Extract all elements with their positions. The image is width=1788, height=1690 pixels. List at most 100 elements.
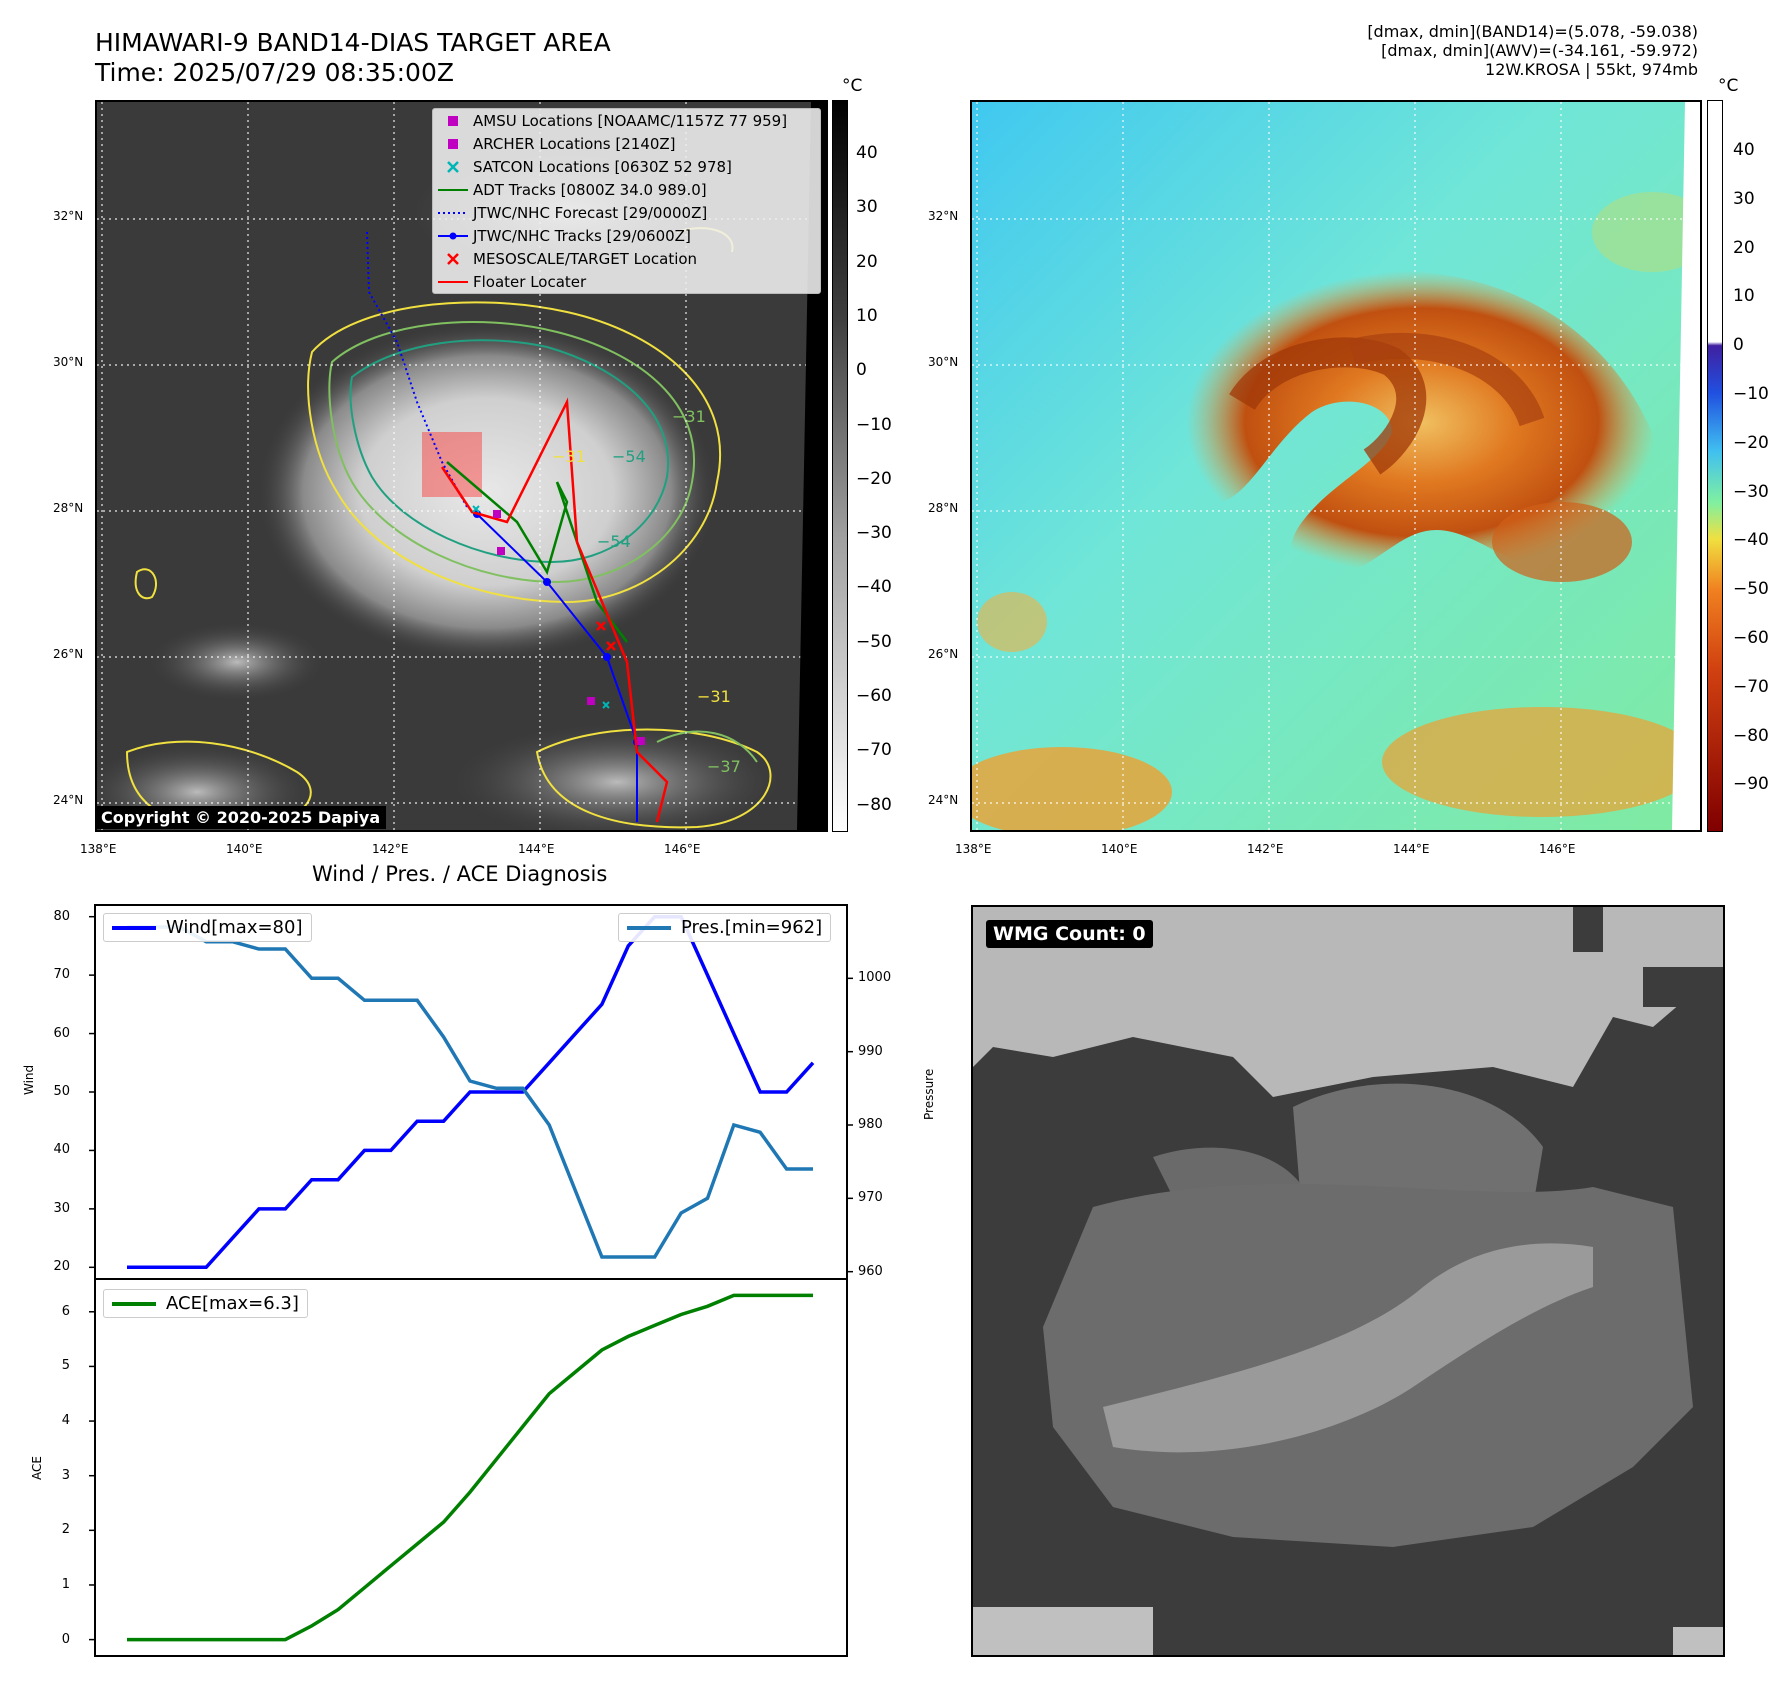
awv-map-panel [970, 100, 1702, 832]
lat-tick: 32°N [53, 209, 84, 223]
y-tick-label: 4 [61, 1413, 70, 1429]
colorbar-tick: −80 [1733, 725, 1769, 746]
legend-label: JTWC/NHC Forecast [29/0000Z] [473, 203, 708, 222]
lon-tick: 146°E [1539, 842, 1576, 856]
wmg-image [973, 907, 1723, 1655]
floater-locater-track [440, 397, 669, 823]
colorbar-tick: −70 [1733, 676, 1769, 697]
colorbar-tick: −30 [856, 523, 892, 544]
lon-tick: 138°E [80, 842, 117, 856]
storm-cloud [257, 322, 717, 662]
legend-label: MESOSCALE/TARGET Location [473, 249, 698, 268]
pressure-axis-label: Pressure [922, 1068, 936, 1120]
contour-label: −31 [552, 447, 586, 466]
legend-entry: ARCHER Locations [2140Z] [433, 132, 820, 155]
lon-tick: 142°E [372, 842, 409, 856]
colorbar-tick: −40 [1733, 530, 1769, 551]
contour-label: −31 [672, 407, 706, 426]
lat-tick: 24°N [928, 793, 959, 807]
wind-legend-line [112, 925, 156, 930]
pressure-legend-line [627, 925, 671, 930]
colorbar-tick: 40 [1733, 140, 1755, 160]
legend-label: Floater Locater [473, 272, 587, 291]
ir-legend: AMSU Locations [NOAAMC/1157Z 77 959] ARCH… [432, 108, 821, 294]
dmax-band14: [dmax, dmin](BAND14)=(5.078, -59.038) [1367, 22, 1698, 41]
colorbar-tick: 0 [856, 360, 867, 381]
ace-legend-label: ACE[max=6.3] [166, 1293, 299, 1314]
contour-yellow [307, 301, 722, 604]
colorbar-tick: −20 [856, 468, 892, 489]
legend-symbol [433, 207, 473, 219]
lat-tick: 28°N [928, 501, 959, 515]
y-tick-label: 60 [53, 1025, 70, 1041]
colorbar-tick: −30 [1733, 481, 1769, 502]
legend-symbol [433, 160, 473, 173]
colorbar-tick: 20 [1733, 237, 1755, 258]
y-tick-label: 960 [858, 1263, 883, 1279]
wind-legend-label: Wind[max=80] [166, 917, 303, 938]
jtwc-forecast-track [366, 231, 468, 508]
ace-legend-line [112, 1301, 156, 1306]
pressure-series-line [127, 925, 813, 1259]
y-tick-label: 990 [858, 1043, 883, 1059]
dmax-info: [dmax, dmin](BAND14)=(5.078, -59.038) [d… [1367, 22, 1698, 79]
lon-tick: 140°E [226, 842, 263, 856]
lon-tick: 146°E [664, 842, 701, 856]
legend-entry: Floater Locater [433, 270, 820, 293]
colorbar-tick: −80 [856, 794, 892, 815]
lon-tick: 144°E [518, 842, 555, 856]
y-tick-label: 1000 [858, 970, 892, 986]
colorbar-tick: 30 [1733, 188, 1755, 209]
colorbar-tick: −60 [856, 686, 892, 706]
legend-symbol [433, 138, 473, 150]
colorbar-tick: −10 [856, 414, 892, 435]
pressure-legend: Pres.[min=962] [618, 913, 832, 942]
contour-label: −54 [612, 447, 646, 466]
legend-entry: MESOSCALE/TARGET Location [433, 247, 820, 270]
contour-label: −37 [707, 757, 741, 776]
copyright-badge: Copyright © 2020-2025 Dapiya [95, 806, 387, 829]
colorbar-tick: −60 [1733, 628, 1769, 648]
ace-legend: ACE[max=6.3] [103, 1289, 308, 1318]
y-tick-label: 2 [61, 1522, 70, 1538]
legend-symbol [433, 230, 473, 242]
contour-label: −54 [597, 532, 631, 551]
wind-series-line [127, 914, 815, 1270]
colorbar-tick: −10 [1733, 384, 1769, 404]
lat-tick: 30°N [53, 355, 84, 369]
legend-label: AMSU Locations [NOAAMC/1157Z 77 959] [473, 111, 788, 130]
y-tick-label: 30 [53, 1200, 70, 1216]
colorbar-tick: 30 [856, 197, 878, 218]
wmg-panel [971, 905, 1725, 1657]
y-tick-label: 980 [858, 1117, 883, 1132]
colorbar-tick: −40 [856, 577, 892, 598]
ir-colorbar [832, 100, 848, 832]
storm-info: 12W.KROSA | 55kt, 974mb [1485, 60, 1698, 79]
ir-colorbar-unit: °C [842, 76, 863, 96]
lat-tick: 26°N [928, 647, 959, 661]
awv-map-image [972, 102, 1700, 830]
lat-tick: 32°N [928, 209, 959, 223]
lon-tick: 144°E [1393, 842, 1430, 856]
legend-label: ADT Tracks [0800Z 34.0 989.0] [473, 180, 707, 199]
y-tick-label: 6 [61, 1303, 70, 1319]
target-area-box [422, 432, 482, 497]
y-tick-label: 80 [53, 908, 70, 924]
lon-tick: 138°E [955, 842, 992, 856]
y-tick-label: 50 [53, 1084, 70, 1099]
colorbar-tick: 20 [856, 251, 878, 272]
wmg-count-badge: WMG Count: 0 [986, 920, 1153, 948]
lat-tick: 26°N [53, 647, 84, 661]
wind-axis-label: Wind [22, 1064, 36, 1095]
legend-symbol [433, 276, 473, 288]
lat-tick: 28°N [53, 501, 84, 515]
y-tick-label: 970 [858, 1190, 883, 1206]
legend-symbol [433, 252, 473, 265]
colorbar-tick: −20 [1733, 432, 1769, 453]
colorbar-tick: −90 [1733, 774, 1769, 795]
colorbar-tick: 10 [856, 305, 878, 326]
legend-symbol [433, 115, 473, 127]
lon-tick: 140°E [1101, 842, 1138, 856]
ace-series-line [127, 1293, 813, 1642]
